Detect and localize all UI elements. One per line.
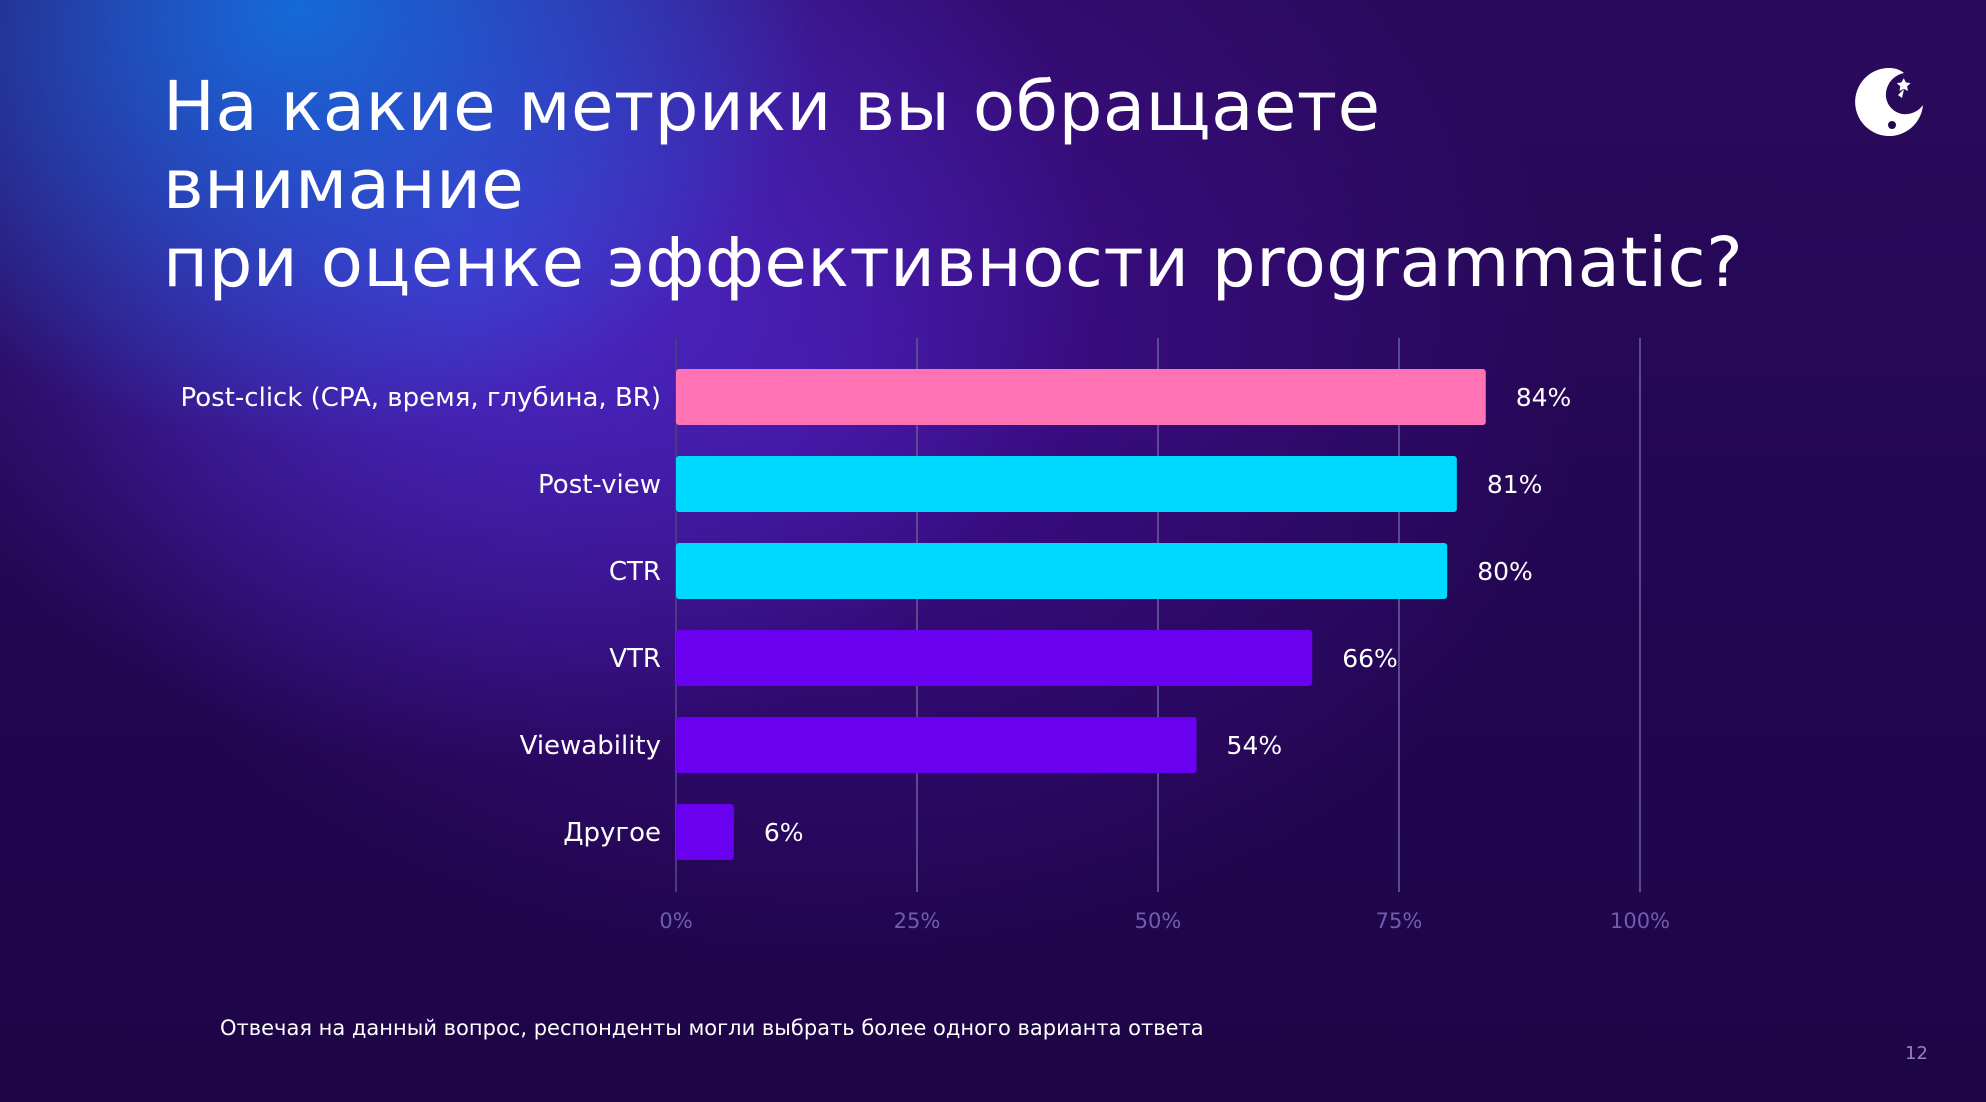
bar [676,456,1457,512]
category-label: Viewability [520,731,661,761]
bar [676,543,1448,599]
category-label: VTR [609,644,661,674]
category-label: Post-click (CPA, время, глубина, BR) [181,383,661,413]
x-tick-label: 50% [1135,909,1182,933]
page-title: На какие метрики вы обращаете внимание п… [163,68,1763,302]
title-line-2: при оценке эффективности programmatic? [163,223,1744,303]
category-label: CTR [609,557,661,587]
x-tick-label: 75% [1376,909,1423,933]
bar-chart: 0% 25% 50% 75% 100% Post-click (CPA, время, г… [181,338,1670,933]
bar [676,369,1486,425]
x-tick-label: 0% [659,909,692,933]
data-label: 80% [1477,557,1533,586]
title-line-1: На какие метрики вы обращаете внимание [163,67,1381,225]
data-label: 81% [1487,470,1543,499]
footnote: Отвечая на данный вопрос, респонденты мо… [220,1016,1204,1040]
category-label: Post-view [538,470,661,500]
data-label: 84% [1516,383,1572,412]
x-tick-label: 25% [894,909,941,933]
bar [676,630,1313,686]
data-label: 6% [764,818,804,847]
data-label: 66% [1342,644,1398,673]
data-label: 54% [1227,731,1283,760]
bar [676,717,1197,773]
rocket-moon-logo-icon [1855,68,1923,136]
x-tick-label: 100% [1610,909,1670,933]
page-number: 12 [1905,1043,1928,1064]
bar [676,804,734,860]
category-label: Другое [563,818,661,848]
